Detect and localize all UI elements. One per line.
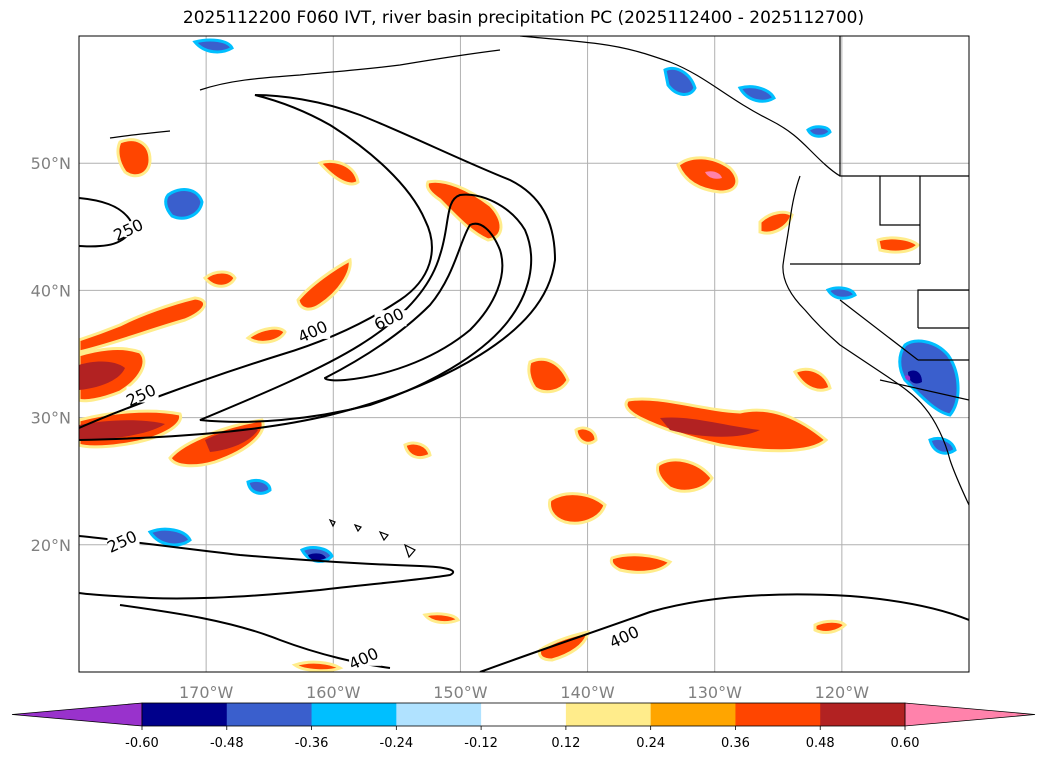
- precip-patch: [403, 441, 432, 459]
- colorbar-tick-label: -0.24: [380, 736, 414, 751]
- precip-patch: [291, 660, 344, 672]
- colorbar-tick-label: 0.24: [636, 736, 665, 751]
- longitude-tick-label: 130°W: [688, 683, 743, 702]
- precip-patch: [705, 171, 722, 179]
- colorbar-segment: [650, 703, 736, 726]
- state-border: [790, 176, 969, 361]
- contour-label-background: [298, 322, 331, 339]
- precip-patch: [758, 210, 794, 235]
- colorbar-tick-label: -0.12: [464, 736, 498, 751]
- precip-patch: [656, 458, 714, 493]
- alaska-coast: [109, 49, 501, 139]
- precip-patch: [308, 553, 326, 561]
- precip-patch: [908, 370, 922, 384]
- colorbar-tick-label: -0.60: [125, 736, 159, 751]
- colorbar-tick-label: 0.48: [806, 736, 835, 751]
- colorbar-tick-label: 0.36: [721, 736, 750, 751]
- precip-patch: [806, 125, 832, 138]
- colorbar-segment: [735, 703, 821, 726]
- precip-patch: [548, 492, 607, 525]
- precip-patch: [609, 553, 673, 574]
- precip-patch: [792, 367, 832, 392]
- longitude-tick-label: 160°W: [306, 683, 361, 702]
- colorbar-segment: [226, 703, 313, 726]
- north-america-coastline: [519, 36, 969, 177]
- colorbar-tick-label: 0.12: [551, 736, 580, 751]
- colorbar-tick-label: -0.48: [210, 736, 244, 751]
- contour-label-background: [349, 649, 382, 666]
- colorbar-tick-label: -0.36: [295, 736, 329, 751]
- precip-patch: [79, 361, 125, 390]
- precip-patch: [737, 85, 776, 103]
- longitude-tick-label: 150°W: [433, 683, 488, 702]
- precip-patch: [79, 420, 165, 440]
- contour-label-background: [107, 532, 140, 549]
- ivt-contour-400: [199, 193, 533, 423]
- colorbar-segment: [396, 703, 482, 726]
- contour-label-background: [113, 221, 146, 238]
- contour-label-background: [126, 386, 159, 403]
- ivt-contour-600: [323, 222, 504, 382]
- colorbar-tick-label: 0.60: [891, 736, 920, 751]
- map-frame: [78, 35, 970, 673]
- colorbar-frame: [141, 702, 906, 727]
- positive-anomaly-patches: [79, 138, 921, 672]
- precip-patch: [660, 417, 760, 437]
- precip-patch: [116, 138, 152, 178]
- precip-patch: [245, 326, 287, 344]
- hawaii-islands: [328, 518, 416, 559]
- longitude-tick-label: 170°W: [179, 683, 234, 702]
- precip-patch: [574, 426, 598, 445]
- colorbar-segment: [311, 703, 397, 726]
- precip-patch: [825, 286, 857, 300]
- precip-patch: [296, 257, 352, 311]
- map-background: [79, 36, 969, 672]
- precip-patch: [147, 527, 192, 547]
- latitude-labels: 20°N 30°N 40°N 50°N: [31, 154, 71, 555]
- latitude-tick-label: 20°N: [31, 536, 71, 555]
- colorbar-extend-low: [11, 702, 143, 727]
- precip-patch: [79, 296, 207, 354]
- colorbar-segment: [565, 703, 652, 726]
- ivt-contour-250-north: [79, 197, 132, 248]
- latitude-tick-label: 50°N: [31, 154, 71, 173]
- precip-field: [79, 38, 960, 672]
- contour-label-background: [374, 310, 407, 327]
- precip-patch: [527, 357, 570, 394]
- chart-title: 2025112200 F060 IVT, river basin precipi…: [182, 8, 865, 28]
- colorbar-segment: [481, 703, 567, 726]
- precip-patch: [192, 38, 234, 54]
- latitude-tick-label: 30°N: [31, 409, 71, 428]
- precip-patch: [246, 478, 272, 495]
- precip-patch: [928, 436, 957, 455]
- coastlines: [109, 36, 969, 559]
- precip-patch: [905, 375, 911, 381]
- precip-patch: [317, 159, 360, 186]
- colorbar-extend-high: [904, 702, 1036, 727]
- precip-patch: [205, 428, 258, 452]
- mexico-border: [879, 379, 969, 401]
- precip-patch: [422, 612, 461, 625]
- precip-patch: [876, 236, 921, 254]
- colorbar-segment: [820, 703, 906, 726]
- precip-patch: [164, 188, 204, 220]
- us-west-coastline: [782, 175, 969, 506]
- precip-patch: [813, 619, 848, 634]
- longitude-tick-label: 140°W: [560, 683, 615, 702]
- latitude-tick-label: 40°N: [31, 281, 71, 300]
- ivt-contour-250-south: [79, 535, 455, 600]
- contour-label-background: [609, 628, 642, 645]
- longitude-tick-label: 120°W: [815, 683, 870, 702]
- colorbar-segment: [142, 703, 228, 726]
- precip-patch: [663, 66, 697, 96]
- colorbar: -0.60 -0.48 -0.36 -0.24 -0.12 0.12 0.24 0.36 0.4…: [11, 702, 1036, 751]
- precip-patch: [202, 270, 237, 288]
- gridlines: [79, 36, 969, 672]
- longitude-labels: 170°W 160°W 150°W 140°W 130°W 120°W: [179, 683, 869, 702]
